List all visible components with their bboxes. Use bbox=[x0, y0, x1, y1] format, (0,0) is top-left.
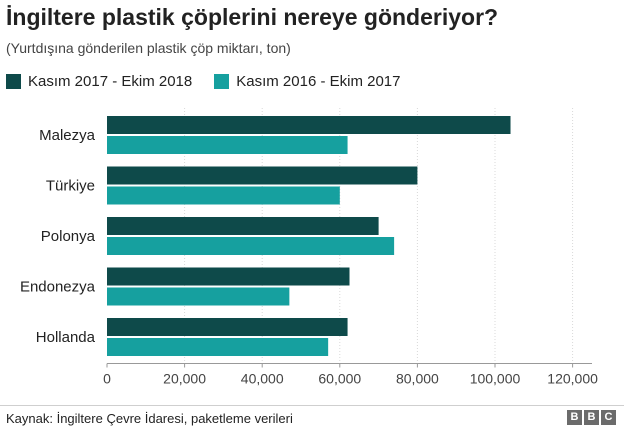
source-note: Kaynak: İngiltere Çevre İdaresi, paketle… bbox=[6, 411, 293, 426]
x-tick-label: 80,000 bbox=[396, 371, 439, 387]
bbc-logo-letter-2: B bbox=[584, 410, 599, 425]
bbc-logo: B B C bbox=[565, 410, 616, 425]
x-tick-label: 0 bbox=[103, 371, 111, 387]
legend-label-series-1: Kasım 2017 - Ekim 2018 bbox=[28, 72, 193, 90]
legend-label-series-2: Kasım 2016 - Ekim 2017 bbox=[236, 72, 401, 90]
legend-item-series-1: Kasım 2017 - Ekim 2018 bbox=[6, 73, 192, 90]
bar-polonya-series-2 bbox=[107, 237, 395, 255]
bbc-logo-letter-3: C bbox=[601, 410, 616, 425]
bar-chart: Malezya Türkiye Polonya Endonezya Hollanda 0 2… bbox=[20, 108, 598, 387]
footer-divider bbox=[0, 405, 624, 406]
bar-hollanda-series-2 bbox=[107, 338, 329, 356]
chart-subtitle: (Yurtdışına gönderilen plastik çöp mikta… bbox=[6, 40, 291, 56]
bar-malezya-series-2 bbox=[107, 136, 348, 154]
x-tick-label: 40,000 bbox=[241, 371, 284, 387]
x-tick-label: 100,000 bbox=[470, 371, 521, 387]
category-label: Polonya bbox=[41, 228, 96, 245]
legend-swatch-series-2 bbox=[214, 73, 230, 89]
x-tick-label: 60,000 bbox=[318, 371, 361, 387]
category-label: Türkiye bbox=[46, 178, 95, 195]
category-label: Hollanda bbox=[36, 329, 96, 346]
x-tick-label: 20,000 bbox=[163, 371, 206, 387]
x-tick-label: 120,000 bbox=[547, 371, 598, 387]
legend-item-series-2: Kasım 2016 - Ekim 2017 bbox=[214, 72, 401, 90]
bar-endonezya-series-2 bbox=[107, 287, 290, 306]
bar-malezya-series-1 bbox=[107, 116, 511, 134]
legend-swatch-series-1 bbox=[6, 73, 21, 89]
category-label: Malezya bbox=[39, 127, 96, 144]
bar-polonya-series-1 bbox=[107, 217, 379, 235]
chart-title: İngiltere plastik çöplerini nereye gönde… bbox=[6, 4, 499, 30]
bar-türkiye-series-1 bbox=[107, 166, 418, 185]
bar-endonezya-series-1 bbox=[107, 267, 350, 286]
category-label: Endonezya bbox=[20, 279, 96, 296]
bar-hollanda-series-1 bbox=[107, 318, 348, 336]
bbc-logo-letter-1: B bbox=[567, 410, 582, 425]
bar-türkiye-series-2 bbox=[107, 186, 340, 205]
legend: Kasım 2017 - Ekim 2018 Kasım 2016 - Ekim… bbox=[6, 71, 423, 91]
